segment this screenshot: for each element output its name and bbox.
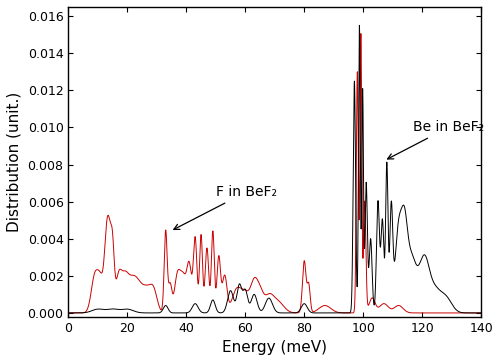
Text: Be in BeF₂: Be in BeF₂ <box>388 120 484 159</box>
Text: F in BeF₂: F in BeF₂ <box>174 185 277 230</box>
X-axis label: Energy (meV): Energy (meV) <box>222 340 328 355</box>
Y-axis label: Distribution (unit.): Distribution (unit.) <box>7 92 22 232</box>
